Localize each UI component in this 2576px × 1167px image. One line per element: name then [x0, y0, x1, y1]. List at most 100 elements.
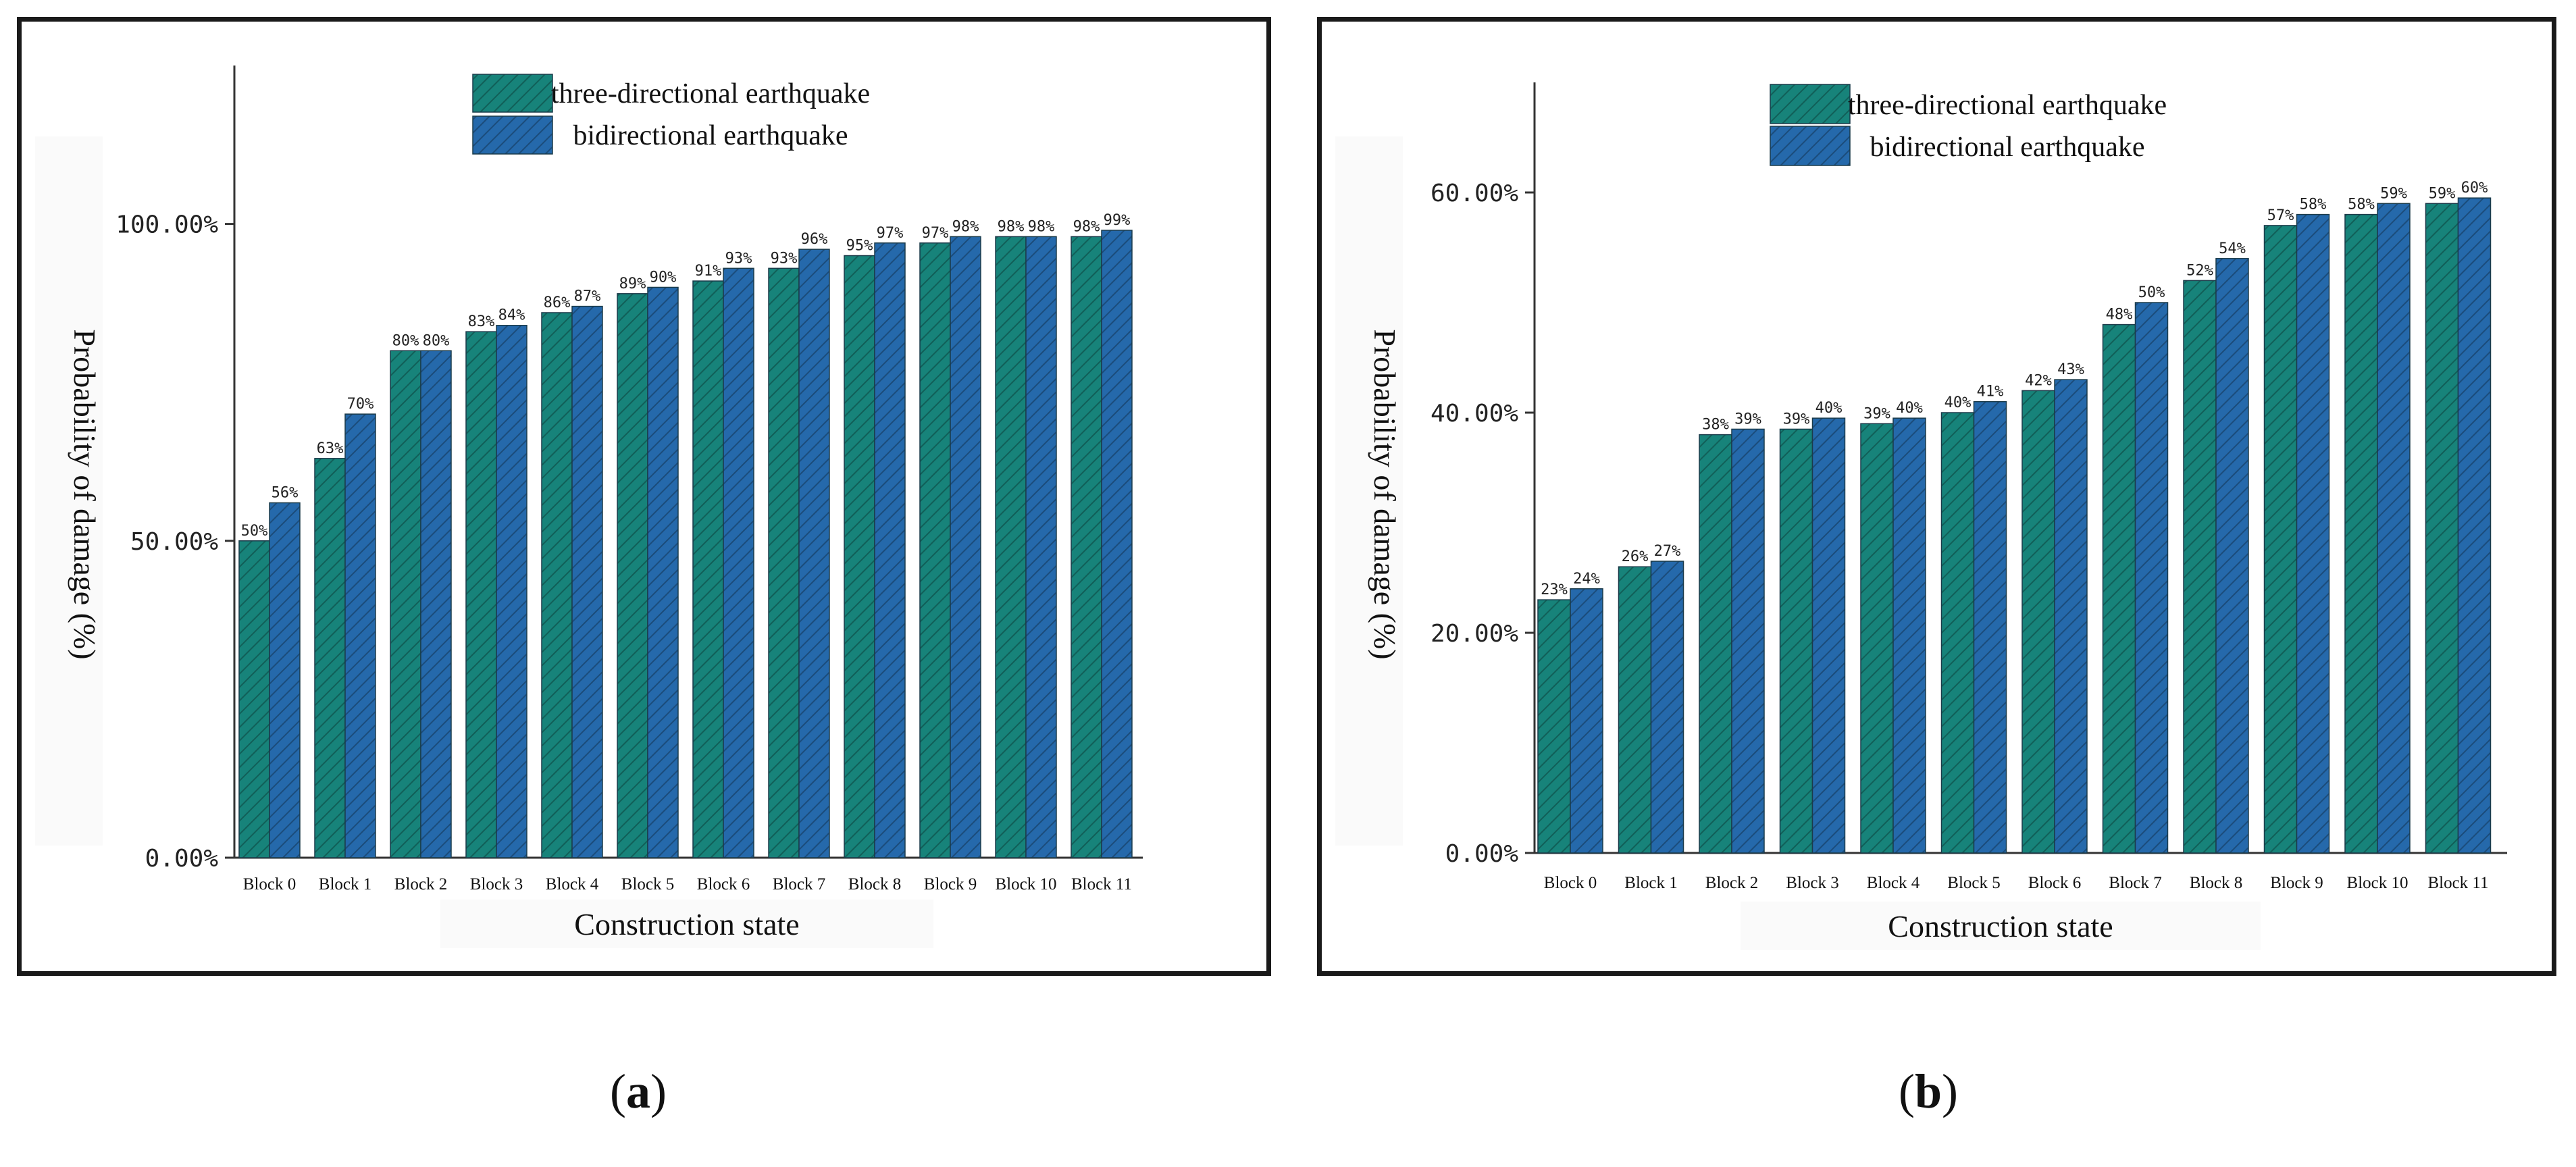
bar-three-directional	[2425, 203, 2459, 854]
bar-bidirectional	[269, 502, 301, 858]
data-label: 98%	[998, 218, 1025, 235]
data-label: 59%	[2429, 185, 2456, 202]
y-tick-label: 50.00%	[130, 528, 218, 556]
data-label: 89%	[619, 276, 646, 292]
data-label: 39%	[1783, 411, 1810, 427]
data-label: 97%	[877, 225, 904, 242]
bar-three-directional	[2021, 390, 2055, 854]
bar-bidirectional	[1101, 230, 1133, 858]
data-label: 87%	[574, 288, 601, 305]
bar-bidirectional	[1570, 588, 1603, 854]
y-tick-label: 100.00%	[115, 211, 218, 239]
x-category-label: Block 2	[1705, 874, 1758, 892]
data-label: 98%	[1073, 218, 1100, 235]
bar-bidirectional	[798, 249, 830, 858]
x-category-label: Block 5	[1947, 874, 2000, 892]
legend-label: bidirectional earthquake	[1870, 132, 2145, 163]
x-category-label: Block 10	[2347, 874, 2408, 892]
bar-three-directional	[2102, 323, 2136, 854]
bar-bidirectional	[1811, 417, 1846, 854]
x-category-label: Block 11	[1071, 875, 1132, 893]
x-category-label: Block 4	[1867, 874, 1920, 892]
data-label: 40%	[1944, 394, 1972, 411]
x-category-label: Block 7	[2109, 874, 2161, 892]
bar-three-directional	[238, 540, 270, 858]
x-category-label: Block 6	[2028, 874, 2081, 892]
data-label: 58%	[2348, 197, 2375, 213]
data-label: 97%	[922, 225, 949, 242]
y-tick-label: 20.00%	[1431, 620, 1518, 648]
data-label: 99%	[1104, 212, 1131, 229]
bar-bidirectional	[496, 324, 527, 858]
data-label: 86%	[544, 294, 571, 311]
bar-three-directional	[314, 458, 346, 858]
bar-bidirectional	[1650, 561, 1684, 854]
data-label: 48%	[2106, 307, 2133, 323]
x-category-label: Block 7	[773, 875, 825, 893]
legend-box	[470, 72, 1154, 158]
x-axis-title: Construction state	[574, 907, 799, 941]
bar-bidirectional	[420, 350, 452, 858]
data-label: 50%	[2138, 284, 2165, 301]
data-label: 80%	[392, 332, 419, 349]
data-label: 95%	[846, 238, 873, 255]
data-label: 59%	[2380, 185, 2407, 202]
chart-a: 0.00% 50.00% 100.00% 50% 56% Block 0 63% 70% Blo…	[35, 66, 1154, 948]
data-label: 83%	[468, 313, 495, 330]
y-axis-title: Probability of damage (%)	[1368, 329, 1402, 659]
data-label: 27%	[1654, 543, 1681, 560]
bar-bidirectional	[874, 242, 906, 858]
data-label: 96%	[801, 231, 828, 248]
bar-bidirectional	[2134, 302, 2169, 854]
chart-b: 0.00% 20.00% 40.00% 60.00% 23% 24% Block 0 26% 2…	[1335, 82, 2518, 950]
data-label: 38%	[1702, 417, 1729, 434]
data-label: 40%	[1815, 400, 1843, 417]
data-label: 43%	[2057, 361, 2084, 378]
x-category-label: Block 11	[2427, 874, 2488, 892]
data-label: 24%	[1573, 571, 1600, 588]
y-title-background	[1335, 136, 1403, 846]
legend-label: three-directional earthquake	[551, 78, 870, 109]
legend-swatch	[472, 115, 553, 155]
bar-three-directional	[2263, 225, 2298, 854]
bar-bidirectional	[1892, 417, 1926, 854]
bar-three-directional	[1699, 434, 1732, 854]
bar-bidirectional	[344, 413, 376, 858]
bar-three-directional	[844, 255, 875, 858]
caption-b: (b)	[1899, 1064, 1959, 1118]
bar-three-directional	[465, 331, 497, 858]
bar-three-directional	[1071, 236, 1102, 858]
bar-three-directional	[617, 293, 648, 858]
bar-three-directional	[692, 280, 724, 858]
legend-swatch	[1770, 84, 1851, 124]
chart-panel-b: 0.00% 20.00% 40.00% 60.00% 23% 24% Block 0 26% 2…	[1317, 17, 2556, 976]
bar-bidirectional	[1731, 428, 1765, 854]
legend-swatch	[1770, 126, 1851, 166]
bar-bidirectional	[1025, 236, 1057, 858]
bar-three-directional	[2344, 213, 2378, 854]
x-category-label: Block 10	[996, 875, 1057, 893]
legend-swatch	[472, 74, 553, 113]
chart-panel-a: 0.00% 50.00% 100.00% 50% 56% Block 0 63% 70% Blo…	[17, 17, 1271, 976]
bar-three-directional	[1537, 599, 1571, 854]
x-category-label: Block 9	[2270, 874, 2323, 892]
data-label: 40%	[1896, 400, 1923, 417]
data-label: 52%	[2186, 262, 2213, 279]
data-label: 56%	[272, 484, 299, 501]
data-label: 54%	[2219, 240, 2246, 257]
bar-three-directional	[541, 312, 573, 858]
x-axis-title: Construction state	[1888, 909, 2113, 943]
x-title-background	[1741, 902, 2261, 950]
bar-bidirectional	[2054, 379, 2088, 854]
x-category-label: Block 0	[1544, 874, 1597, 892]
caption-b-letter: b	[1914, 1064, 1942, 1118]
x-category-label: Block 4	[546, 875, 599, 893]
data-label: 98%	[1028, 218, 1055, 235]
data-label: 41%	[1977, 384, 2004, 400]
bar-three-directional	[768, 267, 800, 858]
bar-bidirectional	[723, 267, 754, 858]
bar-bidirectional	[1973, 400, 2007, 854]
data-label: 98%	[952, 218, 979, 235]
legend-label: three-directional earthquake	[1848, 90, 2167, 121]
bar-three-directional	[2183, 280, 2217, 854]
